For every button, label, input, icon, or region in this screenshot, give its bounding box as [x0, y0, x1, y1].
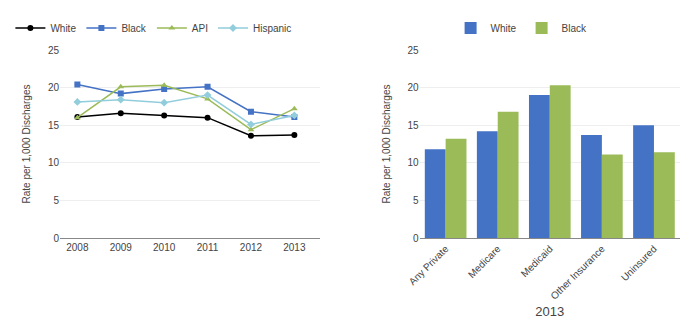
svg-text:Rate per 1,000 Discharges: Rate per 1,000 Discharges	[21, 85, 32, 204]
svg-text:Uninsured: Uninsured	[619, 243, 659, 283]
svg-text:2008: 2008	[66, 242, 89, 253]
svg-text:2011: 2011	[197, 242, 219, 253]
svg-text:Black: Black	[121, 23, 146, 34]
svg-text:5: 5	[413, 195, 419, 206]
svg-text:Medicaid: Medicaid	[519, 243, 555, 279]
svg-text:2013: 2013	[535, 304, 564, 319]
svg-text:2012: 2012	[240, 242, 263, 253]
svg-text:Medicare: Medicare	[466, 243, 503, 280]
svg-text:10: 10	[407, 157, 419, 168]
svg-text:Black: Black	[562, 23, 587, 34]
svg-text:2010: 2010	[153, 242, 176, 253]
svg-text:10: 10	[48, 157, 60, 168]
svg-text:2013: 2013	[283, 242, 306, 253]
svg-text:Other Insurance: Other Insurance	[548, 243, 607, 302]
svg-text:White: White	[50, 23, 76, 34]
svg-text:Rate per 1,000 Discharges: Rate per 1,000 Discharges	[381, 85, 392, 204]
svg-text:Any Private: Any Private	[407, 243, 451, 287]
svg-text:Hispanic: Hispanic	[253, 23, 291, 34]
svg-text:20: 20	[48, 82, 60, 93]
svg-text:API: API	[192, 23, 208, 34]
svg-text:20: 20	[407, 82, 419, 93]
svg-text:2009: 2009	[110, 242, 133, 253]
svg-text:25: 25	[407, 45, 419, 56]
svg-text:15: 15	[48, 120, 60, 131]
svg-text:25: 25	[48, 45, 60, 56]
svg-text:15: 15	[407, 120, 419, 131]
svg-text:0: 0	[413, 233, 419, 244]
svg-text:White: White	[491, 23, 517, 34]
svg-text:0: 0	[53, 233, 59, 244]
svg-text:5: 5	[53, 195, 59, 206]
